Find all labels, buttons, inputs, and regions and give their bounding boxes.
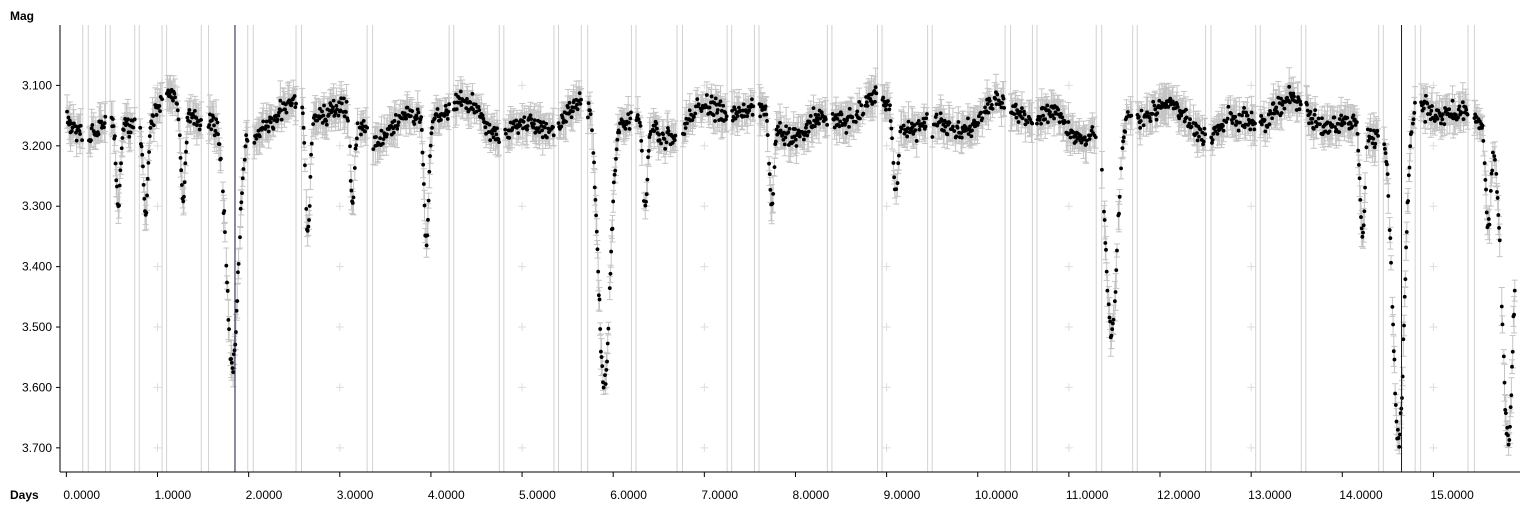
grid-cross (153, 202, 162, 211)
grid-cross (518, 323, 527, 332)
grid-cross (700, 202, 709, 211)
grid-cross (700, 323, 709, 332)
observation-grid-lines (82, 25, 1475, 472)
grid-cross (1247, 262, 1256, 271)
grid-cross (1247, 443, 1256, 452)
grid-cross (1247, 383, 1256, 392)
grid-cross (882, 262, 891, 271)
grid-cross (700, 141, 709, 150)
grid-cross (1429, 141, 1438, 150)
grid-cross (700, 383, 709, 392)
grid-cross (153, 262, 162, 271)
grid-cross (1429, 383, 1438, 392)
grid-cross (1064, 443, 1073, 452)
grid-cross (518, 81, 527, 90)
grid-cross (1064, 81, 1073, 90)
grid-cross (518, 383, 527, 392)
grid-cross (1064, 323, 1073, 332)
grid-cross (335, 141, 344, 150)
grid-cross (700, 443, 709, 452)
grid-cross (1429, 443, 1438, 452)
grid-cross (1429, 202, 1438, 211)
grid-cross (1247, 323, 1256, 332)
grid-cross (882, 323, 891, 332)
grid-cross (1429, 262, 1438, 271)
grid-cross (1064, 262, 1073, 271)
grid-cross (1247, 202, 1256, 211)
grid-cross (882, 443, 891, 452)
grid-cross (335, 383, 344, 392)
grid-cross (518, 141, 527, 150)
grid-cross (335, 81, 344, 90)
grid-cross (153, 383, 162, 392)
error-bars (64, 67, 1518, 456)
grid-cross (518, 202, 527, 211)
grid-cross (1429, 323, 1438, 332)
grid-cross (335, 443, 344, 452)
grid-cross (882, 141, 891, 150)
grid-cross (1429, 81, 1438, 90)
grid-cross (335, 202, 344, 211)
grid-cross (1064, 383, 1073, 392)
grid-cross (153, 443, 162, 452)
grid-cross (335, 323, 344, 332)
grid-cross (518, 443, 527, 452)
grid-cross (153, 141, 162, 150)
grid-cross (153, 323, 162, 332)
grid-cross (882, 383, 891, 392)
grid-cross (882, 202, 891, 211)
grid-cross (700, 262, 709, 271)
grid-cross (1247, 81, 1256, 90)
grid-cross (1064, 202, 1073, 211)
grid-cross (335, 262, 344, 271)
grid-cross (518, 262, 527, 271)
